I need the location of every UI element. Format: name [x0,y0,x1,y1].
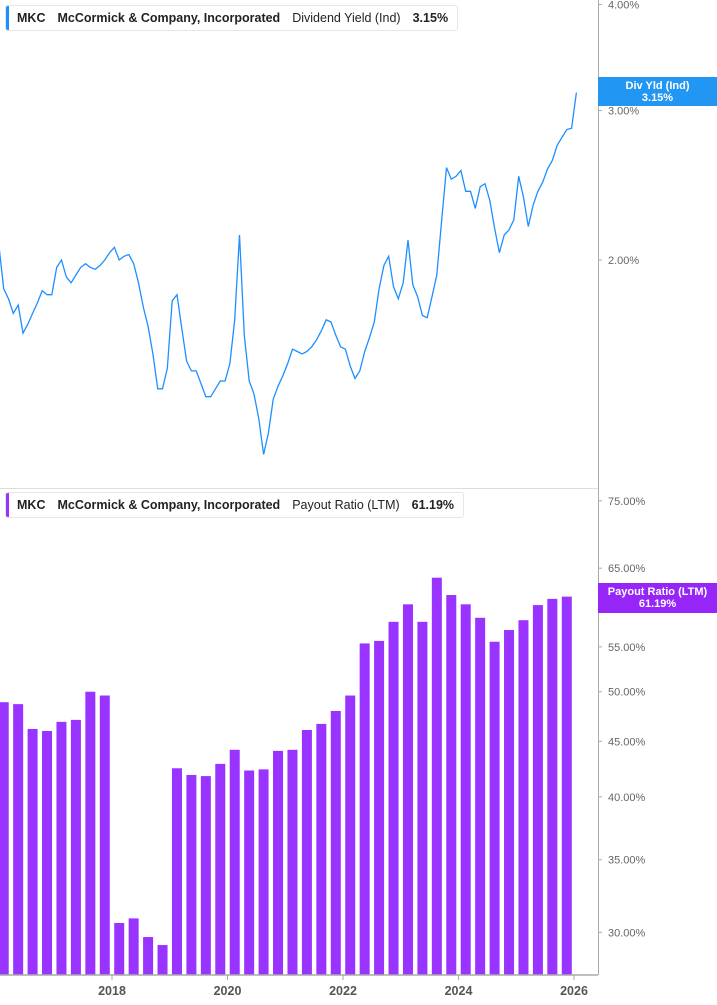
payout-bar [157,945,168,975]
y-tick-label: 40.00% [608,792,646,804]
y-tick-label: 50.00% [608,687,646,699]
payout-bar [13,704,24,975]
payout-bar [258,769,269,975]
payout-bar [316,723,327,975]
yield-tag-value: 3.15% [641,91,674,104]
y-tick-label: 2.00% [608,255,639,267]
payout-bar [561,596,572,975]
x-tick-label: 2018 [98,984,126,998]
y-tick-label: 35.00% [608,855,646,867]
payout-bar [518,620,529,975]
payout-bar [128,918,139,975]
dividend-yield-plot [0,92,578,455]
payout-current-value-tag: Payout Ratio (LTM) 61.19% [598,583,717,613]
payout-bar [244,770,255,975]
y-tick-label: 55.00% [608,642,646,654]
legend-metric: Dividend Yield (Ind) [292,11,401,25]
y-tick-label: 4.00% [608,0,639,12]
legend-ticker: MKC [17,11,46,25]
payout-bar [460,604,471,975]
payout-bar [42,731,53,975]
payout-bar [446,595,457,975]
payout-bar [27,728,38,975]
payout-y-axis: 75.00% 65.00% 55.00% 50.00% 45.00% 40.00% 35.0… [598,496,646,939]
payout-bar [99,695,110,975]
x-tick-label: 2024 [445,984,473,998]
x-tick-label: 2026 [560,984,588,998]
payout-legend: MKC McCormick & Company, Incorporated Pa… [5,492,465,518]
yield-tag-label: Div Yld (Ind) [625,79,690,92]
yield-legend-swatch [6,6,9,30]
legend-value: 3.15% [412,11,449,25]
payout-bar [301,729,312,975]
y-tick-label: 75.00% [608,496,646,508]
payout-bar [200,776,211,975]
payout-bar [431,577,442,975]
payout-bar [114,922,125,975]
payout-bar [215,763,226,975]
yield-legend: MKC McCormick & Company, Incorporated Di… [5,5,459,31]
payout-bar [489,641,500,975]
x-tick-label: 2022 [329,984,357,998]
x-tick-label: 2020 [214,984,242,998]
yield-y-axis: 4.00% 3.00% 2.00% [598,0,639,267]
payout-bar [388,621,399,975]
legend-value: 61.19% [411,498,455,512]
legend-ticker: MKC [17,498,46,512]
payout-bar [417,621,428,975]
payout-bar [229,749,240,975]
legend-company: McCormick & Company, Incorporated [57,498,281,512]
payout-bar [345,695,356,975]
payout-bar [0,702,9,975]
x-axis: 2018 2020 2022 2024 2026 [98,975,588,998]
yield-current-value-tag: Div Yld (Ind) 3.15% [598,77,717,106]
payout-bar [532,605,543,975]
payout-bar [171,768,182,975]
payout-bar [143,937,154,975]
payout-bar [85,691,96,975]
payout-bar [547,598,558,975]
payout-bar [273,750,284,975]
payout-bar [56,721,67,975]
y-tick-label: 30.00% [608,927,646,939]
payout-tag-label: Payout Ratio (LTM) [607,586,708,598]
yield-line [0,92,578,455]
payout-bar [287,749,298,975]
y-tick-label: 3.00% [608,106,639,118]
payout-bar [186,774,197,975]
y-tick-label: 65.00% [608,563,646,575]
payout-bar [504,630,515,975]
payout-bar [402,604,413,975]
payout-legend-swatch [6,493,9,517]
payout-bar [359,643,370,975]
payout-tag-value: 61.19% [638,598,677,610]
y-tick-label: 45.00% [608,736,646,748]
payout-bar [70,719,81,975]
legend-company: McCormick & Company, Incorporated [57,11,281,25]
payout-bar [475,617,486,975]
legend-metric: Payout Ratio (LTM) [292,498,400,512]
payout-ratio-plot [0,577,572,975]
payout-bar [330,710,341,975]
payout-bar [374,640,385,975]
